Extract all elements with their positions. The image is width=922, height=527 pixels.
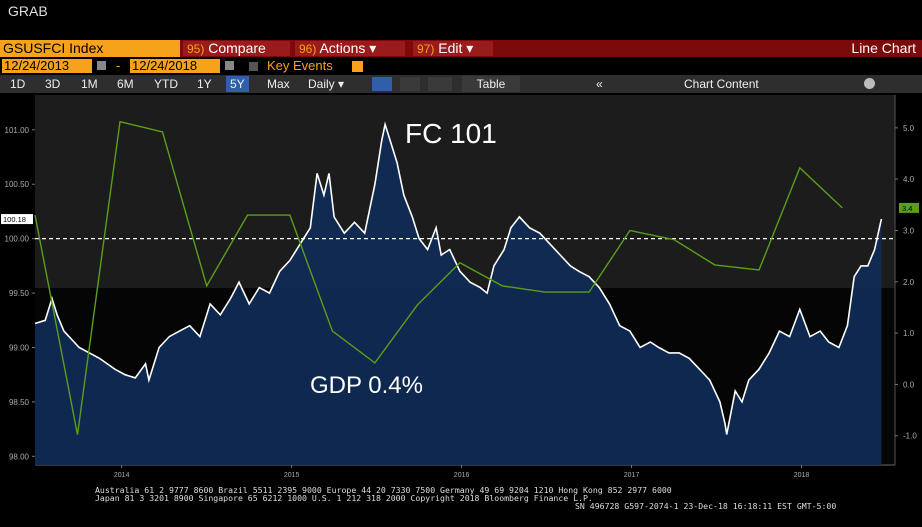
annotation: GDP 0.4% bbox=[310, 372, 423, 399]
checkbox[interactable] bbox=[249, 62, 258, 71]
period-button[interactable]: 6M bbox=[117, 77, 134, 91]
last-value-label: 100.18 bbox=[3, 215, 26, 224]
y2-tick-label: 1.0 bbox=[903, 329, 915, 338]
y2-tick-label: -1.0 bbox=[903, 432, 917, 441]
table-button[interactable]: Table bbox=[462, 76, 520, 92]
compare-button[interactable]: 95) Compare bbox=[183, 41, 290, 56]
line-icon[interactable] bbox=[372, 77, 392, 91]
x-tick-label: 2017 bbox=[624, 472, 640, 479]
frequency-select[interactable]: Daily ▾ bbox=[308, 77, 345, 91]
x-tick-label: 2014 bbox=[114, 472, 130, 479]
last-value-box bbox=[899, 202, 919, 213]
series-line bbox=[34, 121, 883, 435]
period-button[interactable]: 5Y bbox=[226, 76, 249, 92]
settings-icon[interactable] bbox=[864, 78, 875, 89]
chart: 98.00 98.50 99.00 99.50 100.00 100.50 101.00 -1… bbox=[1, 95, 919, 479]
footer-line: Japan 81 3 3201 8900 Singapore 65 6212 1… bbox=[95, 493, 593, 503]
y-tick-label: 100.00 bbox=[5, 235, 30, 244]
y-tick-label: 99.50 bbox=[9, 289, 30, 298]
menu-number: 95) bbox=[187, 42, 205, 56]
last-value-label: 3.4 bbox=[902, 204, 912, 213]
y-tick-label: 100.50 bbox=[5, 180, 30, 189]
y2-tick-label: 5.0 bbox=[903, 124, 915, 133]
calendar-icon[interactable] bbox=[225, 61, 234, 70]
y-tick-label: 99.00 bbox=[9, 343, 30, 352]
ticker-field[interactable]: GSUSFCI Index bbox=[0, 40, 180, 57]
period-button[interactable]: YTD bbox=[154, 77, 178, 91]
area bbox=[35, 124, 882, 466]
menu-number: 96) bbox=[299, 42, 317, 56]
info-icon[interactable] bbox=[352, 61, 363, 72]
x-tick-label: 2016 bbox=[454, 472, 470, 479]
chart-content-button[interactable]: Chart Content bbox=[684, 77, 759, 91]
collapse-button[interactable]: « bbox=[596, 77, 603, 91]
period-button[interactable]: 1Y bbox=[197, 77, 212, 91]
view-name: Line Chart bbox=[851, 40, 916, 56]
footer-line: Australia 61 2 9777 8600 Brazil 5511 239… bbox=[95, 485, 672, 495]
series-line bbox=[34, 120, 843, 435]
end-date[interactable]: 12/24/2018 bbox=[130, 59, 220, 73]
calendar-icon[interactable] bbox=[97, 61, 106, 70]
footer-line: SN 496728 G597-2074-1 23-Dec-18 16:18:11… bbox=[575, 501, 837, 511]
menu-label: Actions ▾ bbox=[319, 40, 377, 56]
x-tick-label: 2015 bbox=[284, 472, 300, 479]
start-date[interactable]: 12/24/2013 bbox=[2, 59, 92, 73]
annotation: FC 101 bbox=[405, 118, 497, 149]
last-value-box bbox=[1, 214, 33, 225]
window-title: GRAB bbox=[8, 3, 48, 19]
menu-label: Compare bbox=[208, 40, 266, 56]
period-button[interactable]: 1D bbox=[10, 77, 26, 91]
y2-tick-label: 2.0 bbox=[903, 278, 915, 287]
y-tick-label: 98.00 bbox=[9, 452, 30, 461]
y-tick-label: 101.00 bbox=[5, 126, 30, 135]
y2-tick-label: 3.0 bbox=[903, 226, 915, 235]
y2-tick-label: 0.0 bbox=[903, 380, 915, 389]
actions-button[interactable]: 96) Actions ▾ bbox=[295, 41, 405, 56]
bar-icon[interactable] bbox=[400, 77, 420, 91]
y-tick-label: 98.50 bbox=[9, 398, 30, 407]
key-events[interactable]: Key Events bbox=[267, 58, 333, 73]
period-button[interactable]: Max bbox=[267, 77, 290, 91]
edit-button[interactable]: 97) Edit ▾ bbox=[413, 41, 493, 56]
x-tick-label: 2018 bbox=[794, 472, 810, 479]
date-separator: - bbox=[116, 58, 121, 73]
menu-label: Edit ▾ bbox=[438, 40, 474, 56]
y2-tick-label: 4.0 bbox=[903, 175, 915, 184]
period-button[interactable]: 1M bbox=[81, 77, 98, 91]
menu-number: 97) bbox=[417, 42, 435, 56]
period-button[interactable]: 3D bbox=[45, 77, 61, 91]
dropdown[interactable] bbox=[428, 77, 452, 91]
